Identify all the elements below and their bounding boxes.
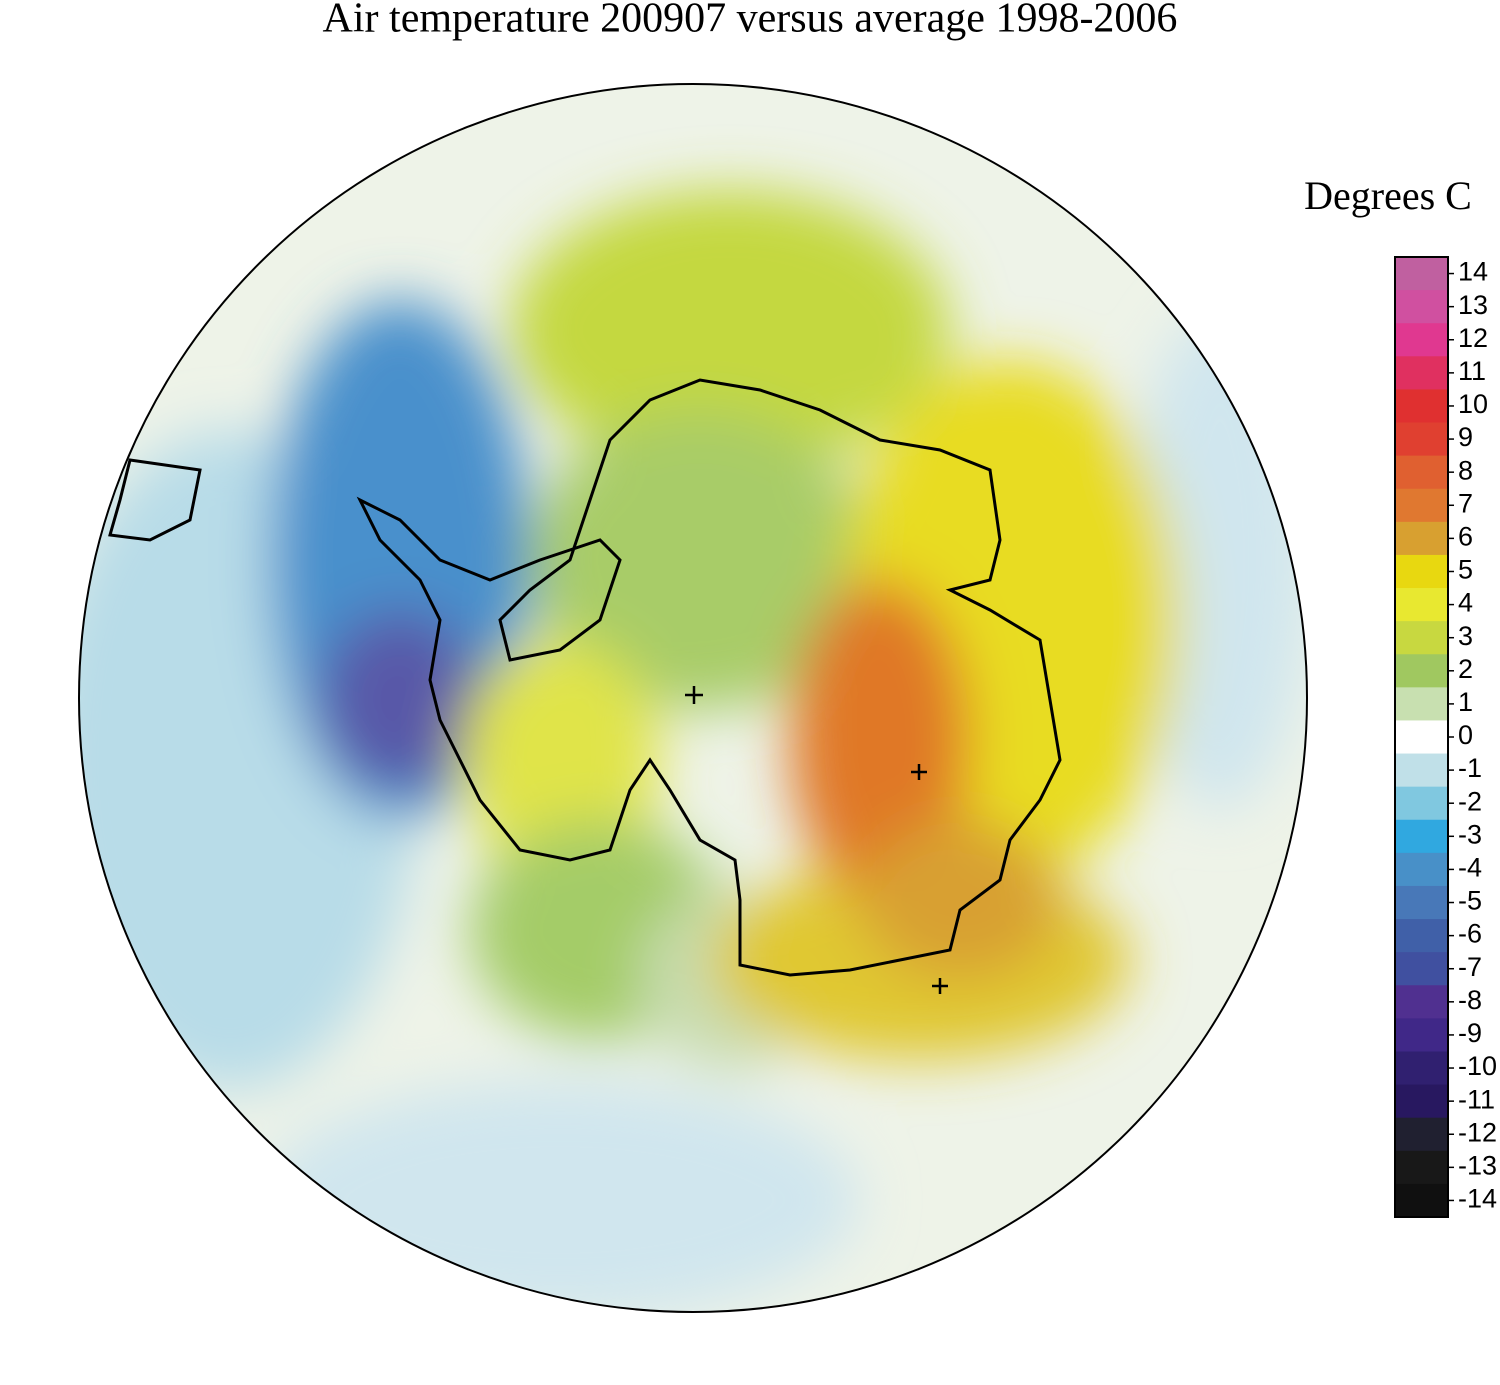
colorbar-tick-label: -9 (1458, 1018, 1482, 1048)
pole-markers (685, 686, 948, 994)
colorbar-swatch (1395, 952, 1448, 986)
colorbar-swatch (1395, 422, 1448, 457)
colorbar-tick-label: -11 (1458, 1084, 1495, 1114)
colorbar-swatch (1395, 1117, 1448, 1152)
colorbar-swatch (1395, 1084, 1448, 1119)
colorbar-tick-label: 8 (1458, 455, 1473, 485)
colorbar-swatch (1395, 521, 1448, 556)
colorbar-tick-label: 2 (1458, 654, 1473, 684)
colorbar-swatch (1395, 852, 1448, 887)
colorbar-tick-label: 12 (1458, 323, 1488, 353)
colorbar-tick-label: 11 (1458, 356, 1486, 386)
colorbar-tick-label: 14 (1458, 257, 1488, 287)
colorbar-swatch (1395, 356, 1448, 390)
colorbar-label: Degrees C (1304, 173, 1472, 218)
colorbar-tick-label: -13 (1458, 1150, 1497, 1180)
colorbar-swatch (1395, 1018, 1448, 1052)
colorbar-tick-label: -6 (1458, 919, 1482, 949)
colorbar-swatch (1395, 885, 1448, 920)
colorbar-swatch (1395, 654, 1448, 688)
colorbar-tick-label: 5 (1458, 555, 1473, 585)
colorbar-swatch (1395, 720, 1448, 755)
colorbar-tick-label: -2 (1458, 786, 1482, 816)
colorbar-tick-label: 1 (1458, 687, 1473, 717)
colorbar-swatch (1395, 455, 1448, 490)
colorbar-tick-label: 4 (1458, 588, 1473, 618)
colorbar-swatch (1395, 786, 1448, 821)
colorbar-tick-label: 9 (1458, 422, 1473, 452)
colorbar-swatch (1395, 290, 1448, 324)
colorbar-tick-label: -14 (1458, 1184, 1497, 1214)
colorbar-tick-label: 6 (1458, 522, 1473, 552)
colorbar-swatch (1395, 488, 1448, 523)
colorbar-swatch (1395, 554, 1448, 589)
colorbar-tick-label: -3 (1458, 819, 1482, 849)
map-title: Air temperature 200907 versus average 19… (323, 0, 1178, 42)
colorbar-frame (1394, 256, 1449, 1218)
map-border (78, 83, 1308, 1313)
colorbar-tick-label: 3 (1458, 621, 1473, 651)
colorbar-tick-label: -12 (1458, 1117, 1497, 1147)
colorbar-tick-label: -7 (1458, 952, 1482, 982)
colorbar-swatch (1395, 1150, 1448, 1185)
colorbar-swatch (1395, 753, 1448, 788)
colorbar-swatch (1395, 1051, 1448, 1086)
temperature-field (79, 84, 1307, 1312)
colorbar-tick-label: 7 (1458, 488, 1473, 518)
colorbar-swatch (1395, 819, 1448, 854)
colorbar-swatch (1395, 323, 1448, 357)
colorbar-tick-label: -5 (1458, 886, 1482, 916)
colorbar-tick-label: 10 (1458, 389, 1488, 419)
colorbar-tick-label: 0 (1458, 720, 1473, 750)
colorbar-tick-label: 13 (1458, 290, 1488, 320)
colorbar-tick-label: -4 (1458, 853, 1482, 883)
colorbar-tick-label: -1 (1458, 753, 1482, 783)
colorbar-tick-label: -10 (1458, 1051, 1497, 1081)
colorbar-swatch (1395, 257, 1448, 291)
colorbar-swatch (1395, 687, 1448, 721)
colorbar-tick-label: -8 (1458, 985, 1482, 1015)
colorbar-swatch (1395, 588, 1448, 622)
colorbar-swatch (1395, 389, 1448, 424)
colorbar-swatch (1395, 919, 1448, 953)
colorbar-swatch (1395, 985, 1448, 1019)
coastline (108, 378, 1062, 977)
colorbar-swatch (1395, 621, 1448, 655)
colorbar-swatch (1395, 1183, 1448, 1218)
